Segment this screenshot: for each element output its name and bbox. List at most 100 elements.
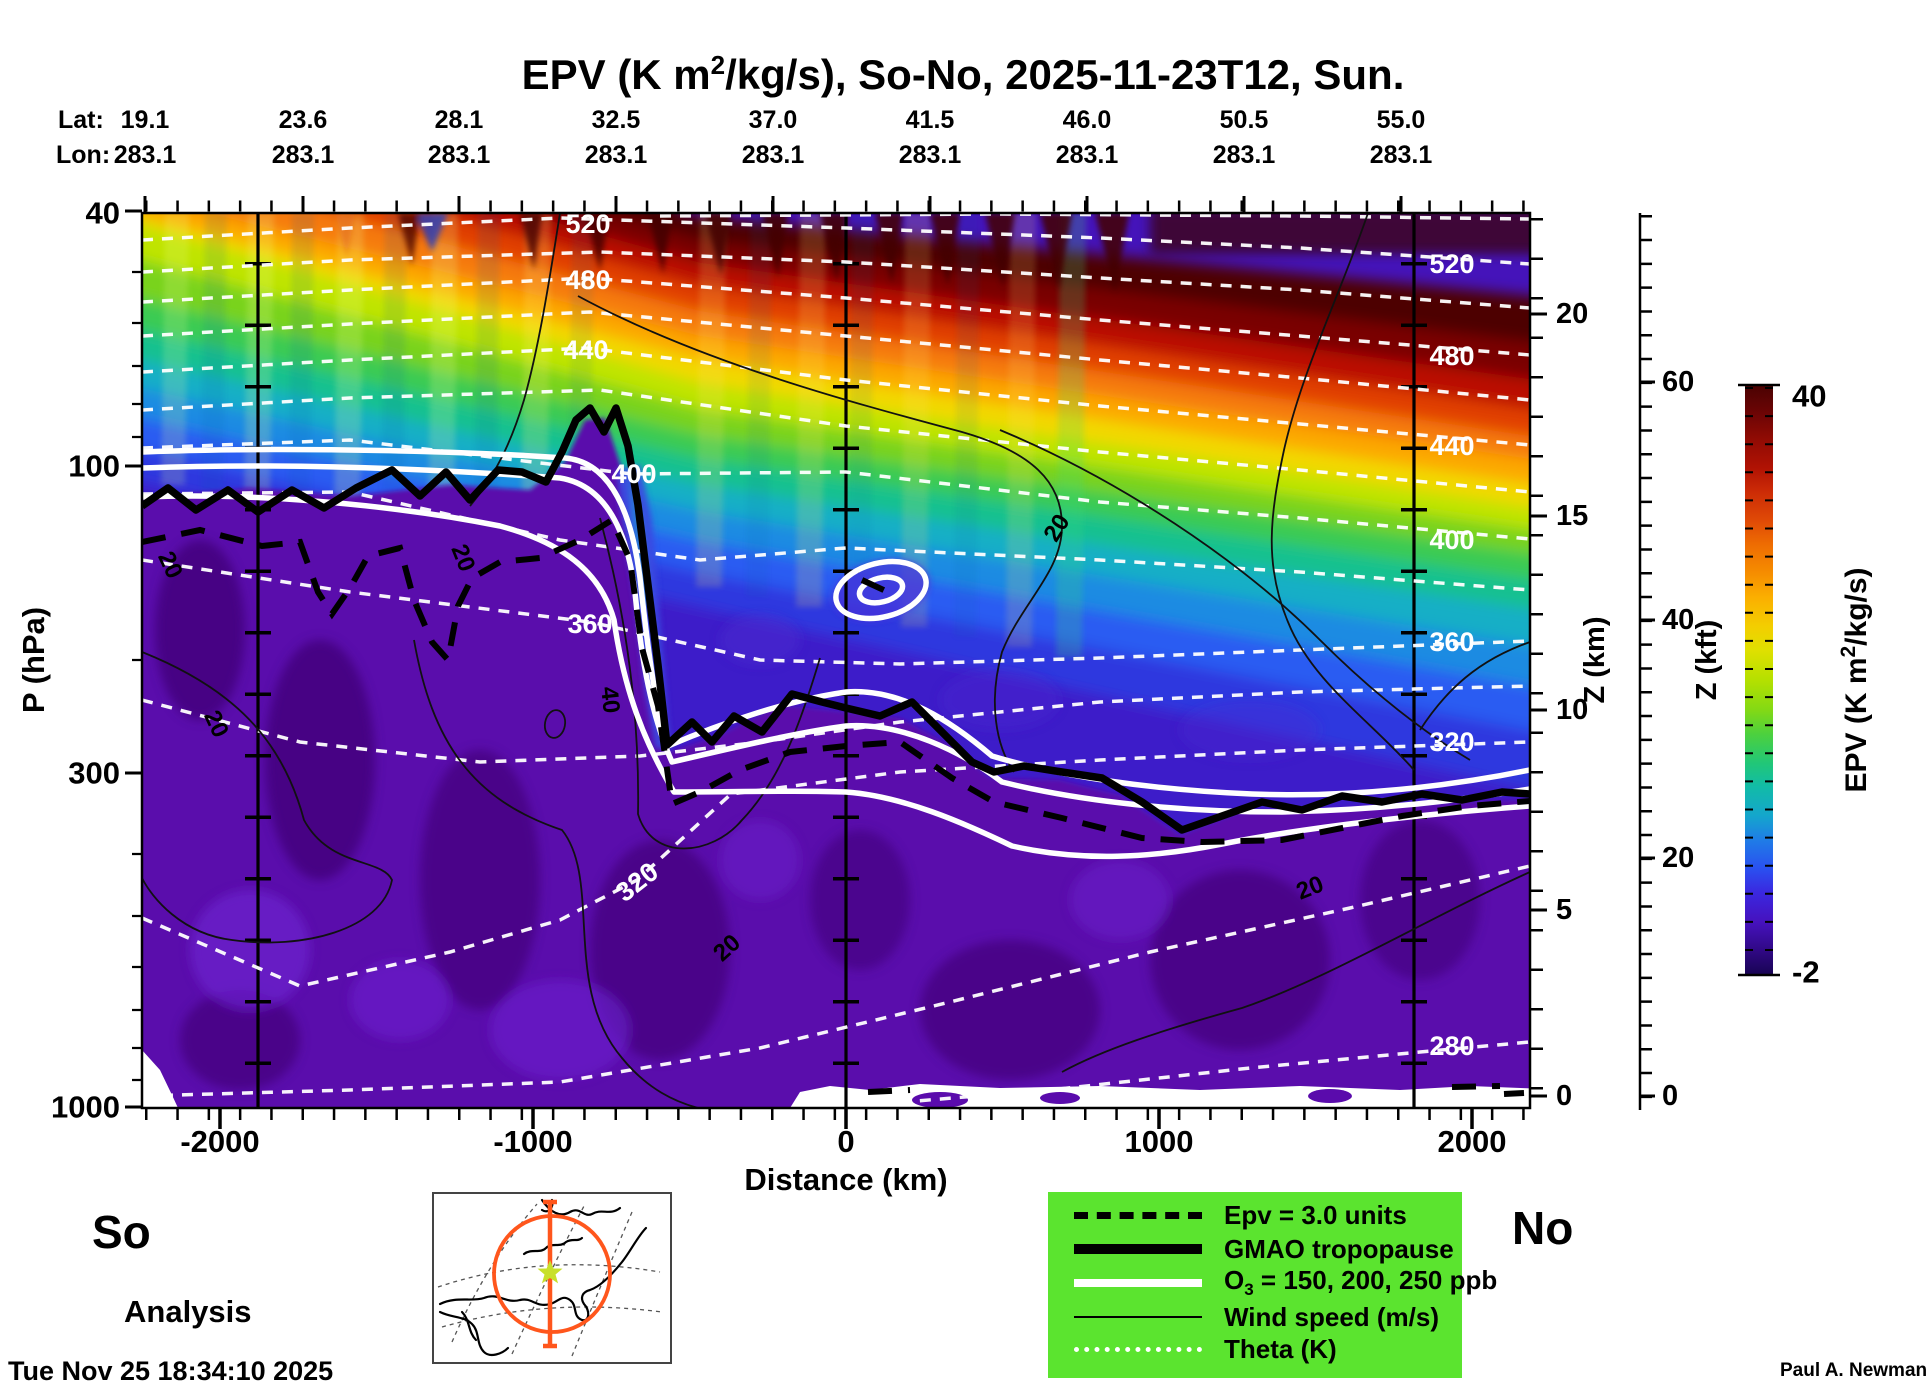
legend: Epv = 3.0 units GMAO tropopause O3 = 150…	[1048, 1192, 1497, 1378]
zkm-tick: 10	[1556, 694, 1588, 726]
svg-text:280: 280	[1429, 1031, 1474, 1061]
svg-text:400: 400	[1429, 525, 1474, 555]
locator-map	[432, 1192, 672, 1364]
lat-value: 41.5	[905, 106, 955, 134]
lat-value: 55.0	[1376, 106, 1426, 134]
epv-patches	[155, 540, 1480, 1090]
title-prefix: EPV (K m	[521, 51, 711, 98]
lat-row-label: Lat:	[58, 106, 104, 134]
theta-line-sample	[1074, 1346, 1202, 1352]
title-superscript: 2	[710, 50, 726, 80]
epv3-contour	[142, 515, 1530, 1097]
theta-contours	[142, 213, 1530, 1106]
distance-axis: -2000 -1000 0 1000 2000 Distance (km)	[145, 1108, 1530, 1197]
lat-value: 37.0	[748, 106, 798, 134]
legend-label: O3 = 150, 200, 250 ppb	[1224, 1265, 1498, 1300]
credit: Paul A. Newman (NASA	[1780, 1360, 1926, 1381]
zkft-axis-label: Z (kft)	[1691, 620, 1723, 701]
page-title: EPV (K m2/kg/s), So-No, 2025-11-23T12, S…	[0, 50, 1926, 99]
legend-item-epv: Epv = 3.0 units	[1074, 1200, 1407, 1230]
map-cross-section-marker	[492, 1199, 612, 1349]
lat-value: 23.6	[278, 106, 328, 134]
distance-tick: -2000	[180, 1124, 259, 1159]
top-axis-ticks	[143, 196, 1530, 213]
svg-text:400: 400	[611, 459, 656, 489]
epv-dashed-line-sample	[1074, 1211, 1202, 1219]
zkft-tick: 40	[1662, 604, 1694, 636]
wind-line-sample	[1074, 1316, 1202, 1318]
lon-value: 283.1	[427, 141, 491, 169]
lon-value: 283.1	[1055, 141, 1119, 169]
legend-label: GMAO tropopause	[1224, 1233, 1454, 1264]
svg-text:360: 360	[1429, 627, 1474, 657]
lat-value: 32.5	[591, 106, 641, 134]
legend-label: Epv = 3.0 units	[1224, 1199, 1407, 1230]
lon-row-label: Lon:	[56, 141, 111, 169]
legend-item-tropopause: GMAO tropopause	[1074, 1234, 1454, 1264]
svg-text:440: 440	[563, 335, 608, 365]
zkm-axis: 20 15 10 5 0 Z (km)	[1530, 218, 1611, 1112]
colorbar-label: EPV (K m2/kg/s)	[1837, 567, 1873, 792]
lon-value: 283.1	[113, 141, 177, 169]
svg-text:480: 480	[565, 265, 610, 295]
pressure-tick: 100	[68, 449, 120, 484]
lon-value: 283.1	[741, 141, 805, 169]
colorbar: 40 -2 EPV (K m2/kg/s)	[1738, 379, 1873, 990]
svg-text:520: 520	[1429, 249, 1474, 279]
title-suffix: /kg/s), So-No, 2025-11-23T12, Sun.	[725, 51, 1405, 98]
lat-value: 50.5	[1219, 106, 1269, 134]
svg-text:520: 520	[565, 209, 610, 239]
lon-value: 283.1	[898, 141, 962, 169]
svg-text:320: 320	[1429, 727, 1474, 757]
legend-item-wind: Wind speed (m/s)	[1074, 1302, 1439, 1332]
distance-tick: 1000	[1125, 1124, 1194, 1159]
pressure-tick: 300	[68, 756, 120, 791]
distance-tick: 0	[837, 1124, 854, 1159]
zkm-axis-label: Z (km)	[1579, 617, 1611, 704]
legend-item-theta: Theta (K)	[1074, 1334, 1337, 1364]
legend-label: Theta (K)	[1224, 1333, 1337, 1364]
zkm-tick: 0	[1556, 1080, 1572, 1112]
pressure-tick: 1000	[51, 1090, 120, 1125]
lat-value: 46.0	[1062, 106, 1112, 134]
surface-white-strip	[142, 1050, 1530, 1108]
lon-value: 283.1	[1369, 141, 1433, 169]
pressure-axis-label: P (hPa)	[16, 607, 51, 713]
timestamp: Tue Nov 25 18:34:10 2025	[8, 1356, 334, 1386]
zkm-tick: 20	[1556, 298, 1588, 330]
south-endpoint-label: So	[92, 1206, 151, 1258]
zkm-tick: 15	[1556, 500, 1588, 532]
zkft-tick: 0	[1662, 1080, 1678, 1112]
legend-item-ozone: O3 = 150, 200, 250 ppb	[1074, 1265, 1498, 1300]
pressure-tick: 40	[86, 196, 120, 231]
distance-tick: -1000	[493, 1124, 572, 1159]
svg-text:440: 440	[1429, 431, 1474, 461]
distance-axis-label: Distance (km)	[744, 1162, 947, 1197]
zkft-tick: 60	[1662, 366, 1694, 398]
svg-text:360: 360	[567, 609, 612, 639]
zkft-axis: 60 40 20 0 Z (kft)	[1638, 213, 1723, 1112]
zkm-tick: 5	[1556, 894, 1572, 926]
lon-value: 283.1	[271, 141, 335, 169]
zkft-tick: 20	[1662, 842, 1694, 874]
north-endpoint-label: No	[1512, 1202, 1574, 1254]
tropopause-line-sample	[1074, 1244, 1202, 1254]
gravity-wave-stripes	[161, 213, 1086, 657]
lat-value: 28.1	[434, 106, 484, 134]
analysis-label: Analysis	[124, 1294, 252, 1329]
lat-value: 19.1	[120, 106, 170, 134]
lon-value: 283.1	[1212, 141, 1276, 169]
epv-field: 520 480 440 400 360 320 520 480 440 400 …	[142, 209, 1530, 1108]
svg-text:40: 40	[595, 685, 625, 714]
svg-text:480: 480	[1429, 341, 1474, 371]
colorbar-max: 40	[1792, 379, 1826, 414]
lon-value: 283.1	[584, 141, 648, 169]
map-center-star	[537, 1260, 563, 1284]
distance-tick: 2000	[1438, 1124, 1507, 1159]
legend-label: Wind speed (m/s)	[1224, 1301, 1440, 1332]
pressure-axis: 40 100 300 1000 P (hPa)	[16, 196, 142, 1125]
ozone-line-sample	[1074, 1279, 1202, 1287]
colorbar-min: -2	[1792, 955, 1820, 990]
